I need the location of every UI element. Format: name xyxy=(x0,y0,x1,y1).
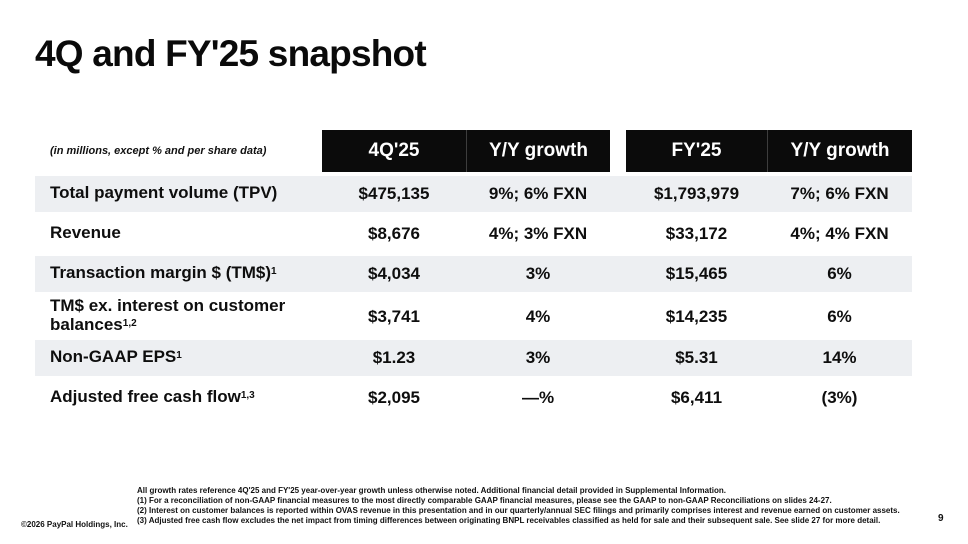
footnote-line: (3) Adjusted free cash flow excludes the… xyxy=(137,516,881,525)
column-header-fy-yy-growth: Y/Y growth xyxy=(767,130,912,172)
row-label: Revenue xyxy=(50,223,121,242)
fy-growth: 6% xyxy=(827,264,852,283)
footnote-line: All growth rates reference 4Q'25 and FY'… xyxy=(137,486,726,495)
table-row: Adjusted free cash flow1,3 $2,095 —% $6,… xyxy=(35,380,912,416)
q-growth: 4% xyxy=(525,306,551,326)
units-note: (in millions, except % and per share dat… xyxy=(50,145,267,157)
fy-growth: 7%; 6% FXN xyxy=(790,184,889,203)
table-row: Transaction margin $ (TM$)1 $4,034 3% $1… xyxy=(35,256,912,292)
page-title: 4Q and FY'25 snapshot xyxy=(35,33,427,74)
fy-growth: 14% xyxy=(822,348,857,367)
table-header-row: (in millions, except % and per share dat… xyxy=(35,130,912,172)
footnote-marker: 1,3 xyxy=(240,389,255,401)
row-label: Non-GAAP EPS xyxy=(50,347,177,366)
q-value: $4,034 xyxy=(368,264,420,283)
q-growth: 9%; 6% FXN xyxy=(488,184,588,203)
column-header-4q25: 4Q'25 xyxy=(322,130,466,172)
financial-summary-table: (in millions, except % and per share dat… xyxy=(35,130,912,420)
row-label: Transaction margin $ (TM$) xyxy=(50,263,272,282)
fy-value: $14,235 xyxy=(665,306,728,326)
footnotes: All growth rates reference 4Q'25 and FY'… xyxy=(137,486,900,526)
copyright-notice: ©2026 PayPal Holdings, Inc. xyxy=(21,520,128,529)
footnote-marker: 1,2 xyxy=(122,317,137,329)
q-value: $2,095 xyxy=(368,388,420,407)
fy-growth: 6% xyxy=(827,306,852,326)
fy-growth: (3%) xyxy=(821,388,858,407)
column-header-4q-yy-growth: Y/Y growth xyxy=(466,130,610,172)
column-header-fy25: FY'25 xyxy=(626,130,767,172)
fy-value: $6,411 xyxy=(670,388,723,407)
footnote-line: (2) Interest on customer balances is rep… xyxy=(137,506,900,515)
fy-value: $1,793,979 xyxy=(653,184,740,203)
fy-growth: 4%; 4% FXN xyxy=(790,224,889,243)
fy-value: $15,465 xyxy=(665,264,728,283)
table-row: Non-GAAP EPS1 $1.23 3% $5.31 14% xyxy=(35,340,912,376)
row-label: Total payment volume (TPV) xyxy=(50,183,278,202)
page-number: 9 xyxy=(938,513,944,524)
q-growth: 3% xyxy=(525,348,551,367)
row-label: TM$ ex. interest on customer balances xyxy=(50,296,286,334)
q-growth: 4%; 3% FXN xyxy=(488,224,588,243)
q-value: $1.23 xyxy=(372,348,416,367)
q-value: $475,135 xyxy=(358,184,430,203)
q-growth: 3% xyxy=(525,264,551,283)
table-row: TM$ ex. interest on customer balances1,2… xyxy=(35,296,912,336)
footnote-marker: 1 xyxy=(271,265,277,277)
q-value: $3,741 xyxy=(368,306,420,326)
table-row: Total payment volume (TPV) $475,135 9%; … xyxy=(35,176,912,212)
fy-value: $5.31 xyxy=(675,348,718,367)
table-row: Revenue $8,676 4%; 3% FXN $33,172 4%; 4%… xyxy=(35,216,912,252)
q-growth: —% xyxy=(521,388,555,407)
footnote-marker: 1 xyxy=(176,349,182,361)
q-value: $8,676 xyxy=(368,224,420,243)
fy-value: $33,172 xyxy=(665,224,728,243)
footnote-line: (1) For a reconciliation of non-GAAP fin… xyxy=(137,496,832,505)
row-label: Adjusted free cash flow xyxy=(50,387,241,406)
